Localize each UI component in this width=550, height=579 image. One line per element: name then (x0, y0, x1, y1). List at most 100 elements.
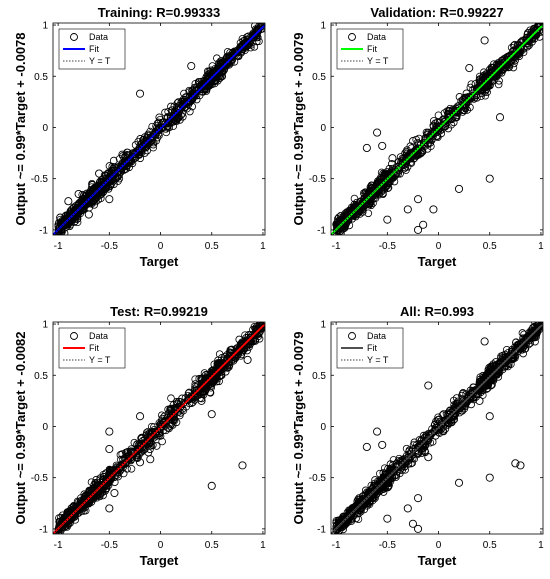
data-point-29 (424, 453, 433, 462)
data-point-12 (176, 401, 186, 411)
plot-content (53, 23, 265, 235)
data-point (182, 93, 191, 102)
data-point (494, 80, 503, 89)
data-point-26 (383, 215, 392, 224)
data-point (215, 377, 223, 386)
legend-marker-data (348, 33, 356, 41)
subplot-title: Validation: R=0.99227 (370, 5, 503, 20)
data-point-34 (233, 46, 242, 55)
legend-label-fit: Fit (89, 44, 99, 54)
legend-marker-data (348, 332, 356, 340)
data-point-22 (171, 108, 180, 117)
data-point-12 (454, 401, 464, 411)
data-point (73, 218, 82, 227)
data-point (56, 521, 64, 529)
x-tick-label: -0.5 (379, 241, 397, 252)
data-point-13 (187, 392, 196, 401)
data-point-12 (454, 103, 464, 113)
data-point-23 (207, 481, 216, 490)
data-point-10 (156, 422, 165, 431)
data-point (500, 57, 509, 66)
legend-marker-data (70, 33, 78, 41)
data-point-9 (424, 133, 433, 142)
data-point-15 (135, 143, 145, 152)
data-point (502, 63, 511, 72)
data-point (467, 80, 476, 88)
data-point-31 (485, 412, 494, 421)
data-point (455, 403, 464, 412)
data-point-32 (223, 57, 232, 66)
data-point (394, 169, 402, 178)
data-point (510, 50, 519, 58)
data-point-18 (516, 42, 525, 51)
legend-label-data: Data (89, 331, 108, 341)
subplot-title: Test: R=0.99219 (110, 304, 208, 319)
data-point (491, 67, 499, 75)
data-point (364, 209, 373, 218)
y-axis-label: Output ~= 0.99*Target + -0.0078 (13, 32, 28, 225)
legend-box (58, 327, 126, 369)
data-point-33 (424, 381, 433, 390)
data-point-20 (161, 119, 170, 128)
data-point (246, 334, 255, 342)
data-point (507, 43, 516, 52)
data-point-17 (506, 351, 515, 360)
data-point-14 (475, 83, 484, 92)
y-tick-label: -0.5 (31, 174, 49, 185)
data-point (186, 107, 194, 116)
x-tick-label: 0.5 (205, 241, 219, 252)
data-point-10 (434, 422, 443, 431)
data-point-40 (74, 189, 83, 199)
data-point-37 (248, 32, 257, 41)
data-point (466, 390, 474, 399)
data-point (149, 143, 158, 152)
data-point (210, 360, 219, 369)
data-point-7 (125, 454, 134, 463)
data-point-11 (444, 114, 453, 123)
data-point-24 (182, 97, 191, 106)
data-point (158, 437, 166, 446)
data-point (149, 130, 158, 139)
data-point (215, 359, 224, 368)
data-point (166, 406, 174, 415)
data-point (483, 374, 491, 382)
data-point (161, 108, 169, 117)
data-point-6 (393, 165, 402, 174)
data-point (511, 354, 519, 362)
data-point-2 (74, 504, 83, 513)
data-point-17 (228, 351, 237, 360)
data-point-16 (495, 62, 505, 72)
data-point (358, 208, 367, 216)
data-point-18 (516, 340, 525, 349)
data-point-29 (429, 205, 438, 214)
data-point-7 (403, 154, 412, 163)
data-point (216, 365, 224, 373)
data-point-35 (383, 514, 392, 523)
data-point-0 (337, 520, 346, 529)
data-point-14 (197, 381, 206, 390)
data-point-42 (105, 195, 114, 204)
data-point (146, 445, 154, 454)
data-point-3 (84, 495, 93, 504)
data-point (431, 431, 440, 440)
y-axis-label: Output ~= 0.99*Target + -0.0079 (291, 32, 306, 225)
legend-label-identity: Y = T (367, 56, 389, 66)
data-point-27 (243, 355, 252, 364)
data-point-46 (64, 197, 73, 206)
data-point (437, 129, 446, 138)
data-point (426, 438, 435, 447)
x-axis-label: Target (418, 254, 457, 269)
data-point (137, 434, 145, 443)
data-point-21 (373, 427, 382, 436)
y-tick-label: 1 (320, 320, 326, 331)
legend-label-data: Data (367, 32, 386, 42)
data-point-5 (105, 474, 114, 483)
data-point (63, 221, 72, 230)
data-point (171, 407, 179, 415)
data-point-1 (64, 513, 73, 522)
data-point-11 (166, 413, 175, 422)
data-point (341, 514, 350, 522)
data-point (172, 398, 181, 406)
data-point (92, 475, 101, 484)
data-point (210, 376, 219, 385)
